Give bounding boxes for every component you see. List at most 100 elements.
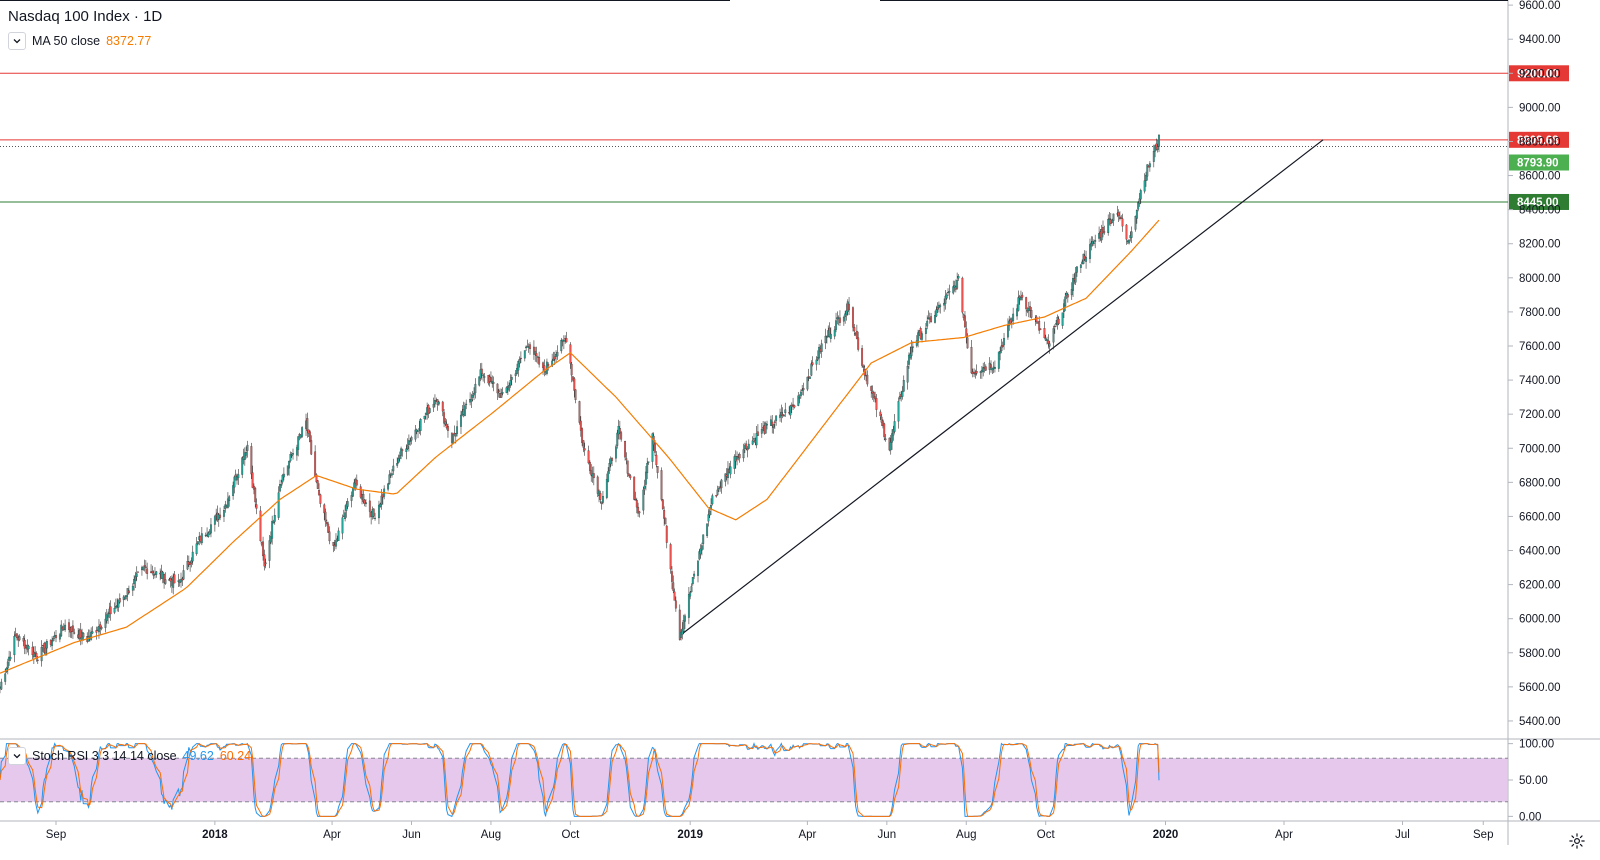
candle-body bbox=[543, 365, 546, 371]
price-tick-label: 6200.00 bbox=[1519, 580, 1561, 592]
candle-body bbox=[681, 628, 684, 635]
candle-body bbox=[635, 500, 638, 508]
candle-body bbox=[113, 608, 116, 613]
chevron-down-icon[interactable] bbox=[8, 747, 26, 765]
candle-body bbox=[1139, 190, 1142, 200]
candle-body bbox=[745, 443, 748, 449]
gear-icon[interactable] bbox=[1568, 832, 1586, 850]
candle-body bbox=[898, 395, 901, 400]
candle-body bbox=[1134, 216, 1137, 230]
candle-body bbox=[672, 582, 675, 591]
last-price-tag-label: 8793.90 bbox=[1517, 158, 1559, 170]
candle-body bbox=[478, 376, 481, 386]
candle-body bbox=[678, 609, 681, 640]
candle-body bbox=[51, 640, 54, 646]
candle-body bbox=[1046, 339, 1048, 341]
candle-body bbox=[1025, 297, 1028, 310]
price-tick-label: 9600.00 bbox=[1519, 0, 1561, 12]
candle-body bbox=[453, 432, 456, 435]
candle-body bbox=[152, 574, 155, 576]
candle-body bbox=[581, 428, 584, 443]
trendline[interactable] bbox=[679, 139, 1324, 637]
stoch-label: Stoch RSI 3 3 14 14 close bbox=[32, 749, 177, 763]
candle-body bbox=[647, 461, 650, 463]
candle-body bbox=[1079, 264, 1082, 268]
price-axis[interactable]: 9600.00 9400.00 9200.00 9000.00 8800.00 8600.… bbox=[1508, 0, 1561, 823]
candle-body bbox=[889, 442, 892, 451]
candle-body bbox=[445, 423, 448, 428]
candle-body bbox=[699, 548, 702, 555]
candle-body bbox=[772, 423, 775, 428]
candle-body bbox=[655, 454, 658, 466]
candle-body bbox=[1103, 231, 1106, 233]
candle-body bbox=[186, 561, 189, 570]
candle-body bbox=[536, 356, 539, 358]
candle-body bbox=[1047, 340, 1050, 344]
candle-body bbox=[391, 473, 393, 476]
candle-body bbox=[1043, 328, 1046, 339]
stoch-d-line[interactable] bbox=[0, 742, 1160, 817]
candle-body bbox=[144, 566, 147, 568]
candle-body bbox=[15, 633, 18, 639]
candle-body bbox=[1148, 163, 1151, 168]
candle-body bbox=[961, 277, 964, 313]
candle-body bbox=[624, 441, 627, 458]
candle-body bbox=[428, 408, 431, 413]
candle-body bbox=[55, 635, 57, 639]
candle-body bbox=[857, 337, 860, 350]
candle-body bbox=[58, 634, 61, 640]
stoch-tick-label: 0.00 bbox=[1519, 811, 1541, 823]
candle-body bbox=[1057, 318, 1060, 324]
candle-body bbox=[715, 494, 718, 497]
candle-body bbox=[268, 540, 271, 561]
candle-body bbox=[616, 432, 619, 446]
candle-body bbox=[514, 373, 517, 377]
candle-body bbox=[742, 449, 745, 459]
candle-body bbox=[902, 380, 905, 392]
candle-body bbox=[773, 421, 776, 423]
candle-body bbox=[535, 353, 538, 356]
chevron-down-icon[interactable] bbox=[8, 32, 26, 50]
candle-body bbox=[109, 606, 112, 615]
candle-body bbox=[780, 411, 783, 416]
candle-body bbox=[565, 338, 568, 343]
candle-body bbox=[314, 451, 317, 477]
time-axis[interactable]: Sep 2018 Apr Jun Aug Oct 2019 Apr Jun Aug Oct 2020 A… bbox=[46, 821, 1494, 841]
time-tick-label: Sep bbox=[46, 829, 66, 841]
candle-body bbox=[254, 488, 257, 503]
candle-body bbox=[844, 313, 847, 317]
candle-body bbox=[1125, 224, 1128, 240]
candle-body bbox=[682, 620, 685, 632]
candle-body bbox=[23, 640, 26, 649]
price-tick-label: 8600.00 bbox=[1519, 171, 1561, 183]
candle-body bbox=[673, 591, 676, 601]
candle-body bbox=[874, 396, 877, 400]
candle-body bbox=[790, 404, 793, 408]
candle-body bbox=[490, 377, 492, 382]
candle-body bbox=[189, 562, 192, 565]
candle-body bbox=[134, 576, 137, 581]
price-tick-label: 9400.00 bbox=[1519, 34, 1561, 46]
candle-body bbox=[945, 294, 948, 299]
candle-body bbox=[943, 302, 946, 306]
ma-50-line[interactable] bbox=[0, 219, 1160, 674]
candle-body bbox=[845, 310, 848, 316]
candle-body bbox=[452, 434, 455, 444]
candle-body bbox=[716, 489, 719, 495]
candle-body bbox=[473, 392, 475, 396]
candle-body bbox=[100, 627, 103, 629]
price-tick-label: 5600.00 bbox=[1519, 682, 1561, 694]
candle-body bbox=[163, 573, 166, 583]
candle-body bbox=[1053, 326, 1056, 328]
candle-body bbox=[669, 544, 672, 570]
candle-body bbox=[471, 395, 474, 398]
candle-body bbox=[324, 511, 327, 522]
candle-body bbox=[993, 367, 996, 369]
price-tick-label: 7400.00 bbox=[1519, 375, 1561, 387]
candle-body bbox=[1064, 296, 1067, 307]
price-tick-label: 7200.00 bbox=[1519, 409, 1561, 421]
candle-body bbox=[286, 465, 289, 475]
candle-body bbox=[984, 366, 987, 371]
candle-body bbox=[1016, 308, 1018, 317]
